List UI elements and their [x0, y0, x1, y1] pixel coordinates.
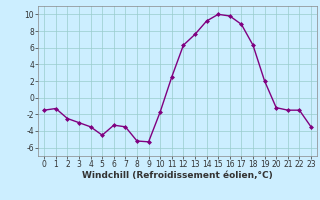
X-axis label: Windchill (Refroidissement éolien,°C): Windchill (Refroidissement éolien,°C) [82, 171, 273, 180]
